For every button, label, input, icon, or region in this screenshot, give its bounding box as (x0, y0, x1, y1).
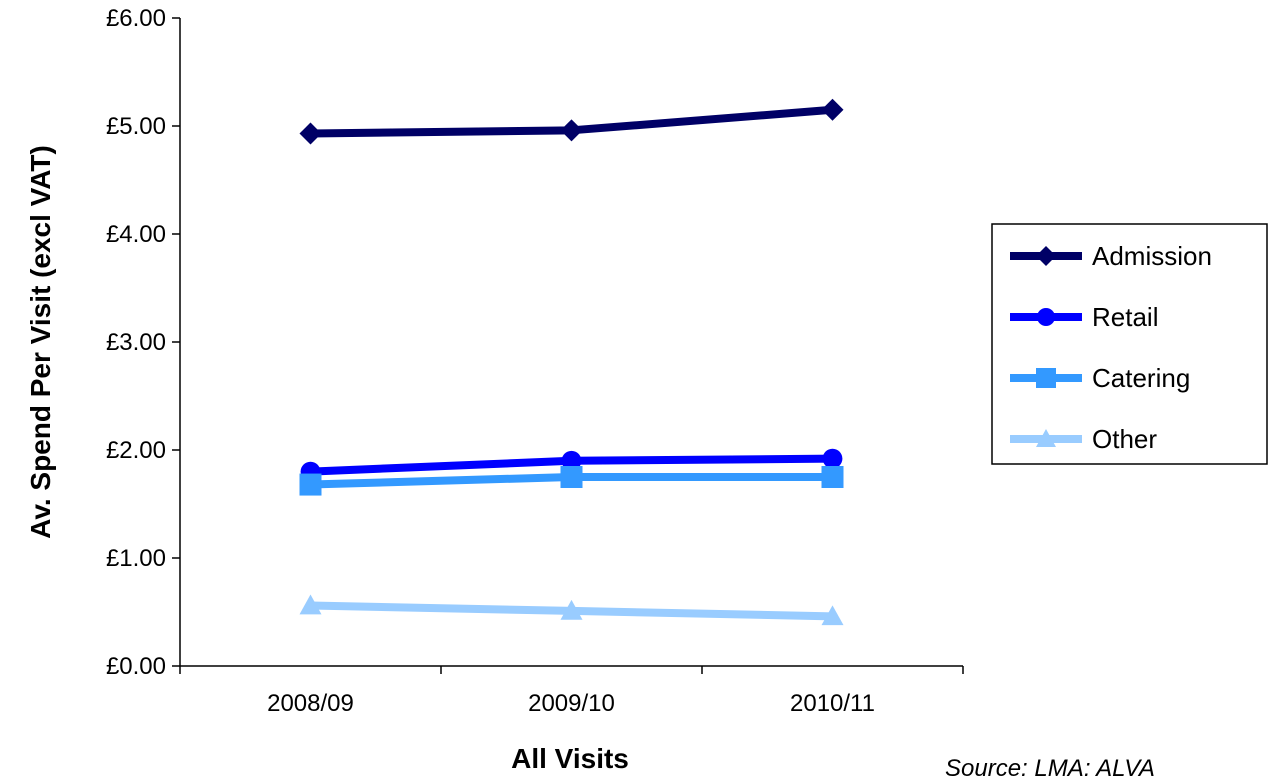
legend-label: Catering (1092, 363, 1190, 393)
series-other (299, 594, 844, 626)
series-catering (299, 466, 844, 496)
y-axis-title: Av. Spend Per Visit (excl VAT) (25, 145, 56, 539)
legend-item: Retail (1010, 302, 1158, 332)
legend-item: Admission (1010, 241, 1212, 271)
legend-item: Other (1010, 424, 1157, 454)
y-tick-label: £0.00 (106, 653, 166, 680)
legend: Admission Retail Catering Other (991, 223, 1268, 465)
data-point (299, 594, 322, 615)
data-point (821, 98, 844, 121)
legend-item: Catering (1010, 363, 1190, 393)
data-point (821, 466, 844, 488)
source-note: Source: LMA; ALVA (945, 755, 1155, 776)
legend-label: Admission (1092, 241, 1212, 271)
x-axis-title: All Visits (511, 743, 629, 774)
x-tick-label: 2009/10 (528, 690, 615, 717)
legend-marker (1036, 429, 1056, 447)
data-point (560, 599, 583, 620)
series-layer (299, 98, 844, 626)
legend-label: Other (1092, 424, 1157, 454)
data-point (299, 122, 322, 145)
legend-marker (1036, 246, 1056, 266)
legend-marker (1037, 308, 1055, 326)
y-tick-label: £4.00 (106, 221, 166, 248)
data-point (561, 450, 582, 471)
y-tick-label: £2.00 (106, 437, 166, 464)
data-point (560, 119, 583, 142)
data-point (560, 466, 583, 488)
axes: £0.00 £1.00 £2.00 £3.00 £4.00 £5.00 £6.00 2008/… (106, 5, 964, 717)
data-point (822, 448, 843, 469)
legend-marker (1036, 368, 1056, 388)
data-point (299, 473, 322, 496)
y-tick-label: £3.00 (106, 329, 166, 356)
y-tick-label: £5.00 (106, 113, 166, 140)
y-tick-label: £6.00 (106, 5, 166, 32)
legend-box (991, 223, 1268, 465)
x-tick-label: 2008/09 (267, 690, 354, 717)
x-tick-label: 2010/11 (790, 690, 875, 717)
series-admission (299, 98, 844, 145)
legend-label: Retail (1092, 302, 1158, 332)
y-tick-label: £1.00 (106, 545, 166, 572)
data-point (821, 605, 844, 626)
